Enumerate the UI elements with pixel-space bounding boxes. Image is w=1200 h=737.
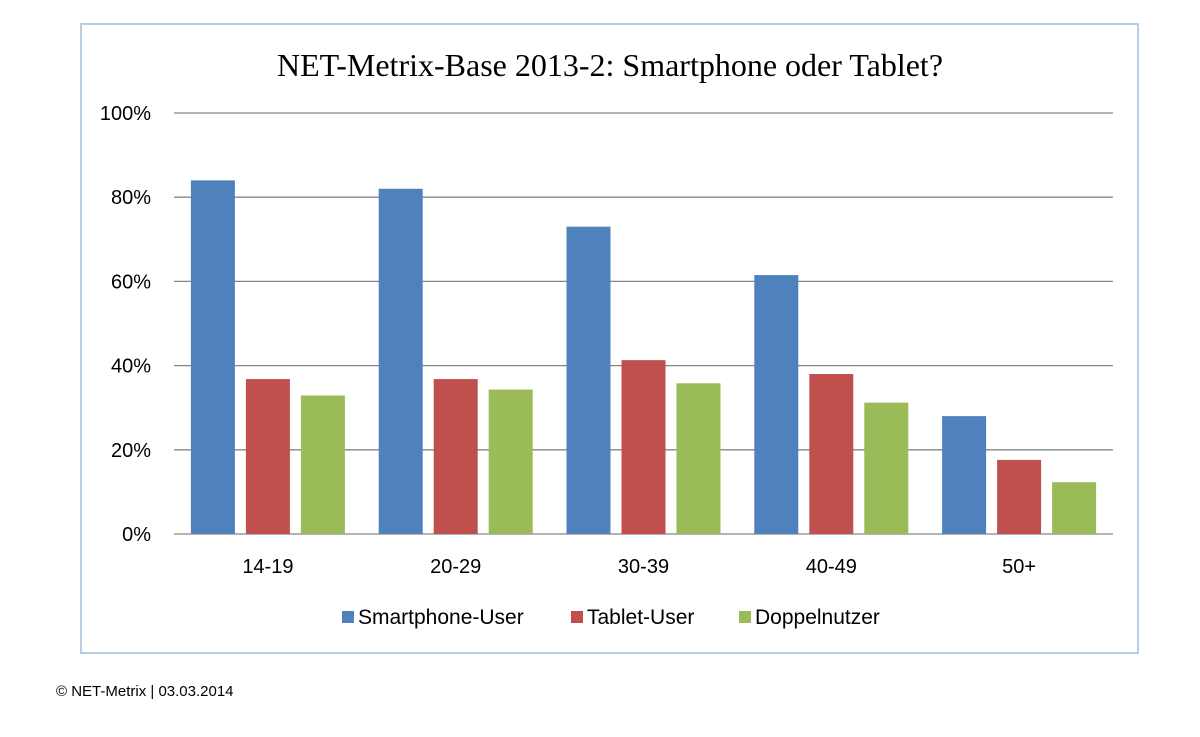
- bar-doppelnutzer: [676, 383, 721, 534]
- bar-doppelnutzer: [864, 402, 909, 534]
- bar-doppelnutzer: [1052, 482, 1097, 534]
- legend-label: Doppelnutzer: [755, 606, 880, 629]
- bar-smartphone-user: [754, 275, 799, 534]
- y-axis: 0% 20% 40% 60% 80% 100%: [100, 103, 151, 546]
- x-tick-label: 20-29: [430, 556, 481, 578]
- y-tick-label: 100%: [100, 103, 151, 125]
- x-axis: 14-19 20-29 30-39 40-49 50+: [242, 556, 1036, 578]
- bar-tablet-user: [997, 459, 1042, 534]
- legend: Smartphone-User Tablet-User Doppelnutzer: [342, 606, 880, 629]
- legend-label: Smartphone-User: [358, 606, 524, 629]
- bar-tablet-user: [621, 360, 666, 534]
- y-tick-label: 40%: [111, 356, 151, 378]
- x-tick-label: 40-49: [806, 556, 857, 578]
- bar-smartphone-user: [942, 416, 987, 534]
- bar-tablet-user: [245, 379, 290, 534]
- y-tick-label: 0%: [122, 524, 151, 546]
- bar-doppelnutzer: [300, 395, 345, 534]
- y-tick-label: 20%: [111, 440, 151, 462]
- x-tick-label: 30-39: [618, 556, 669, 578]
- x-tick-label: 50+: [1002, 556, 1036, 578]
- bar-tablet-user: [433, 379, 478, 534]
- bar-tablet-user: [809, 374, 854, 534]
- chart-title: NET-Metrix-Base 2013-2: Smartphone oder …: [277, 47, 943, 83]
- bars: [190, 180, 1097, 535]
- bar-smartphone-user: [378, 188, 423, 534]
- legend-swatch: [342, 611, 354, 623]
- legend-label: Tablet-User: [587, 606, 694, 629]
- x-tick-label: 14-19: [242, 556, 293, 578]
- bar-smartphone-user: [190, 180, 235, 535]
- legend-swatch: [571, 611, 583, 623]
- footer-copyright: © NET-Metrix | 03.03.2014: [56, 683, 234, 700]
- bar-doppelnutzer: [488, 389, 533, 534]
- bar-smartphone-user: [566, 226, 611, 535]
- legend-swatch: [739, 611, 751, 623]
- y-tick-label: 80%: [111, 187, 151, 209]
- y-tick-label: 60%: [111, 271, 151, 293]
